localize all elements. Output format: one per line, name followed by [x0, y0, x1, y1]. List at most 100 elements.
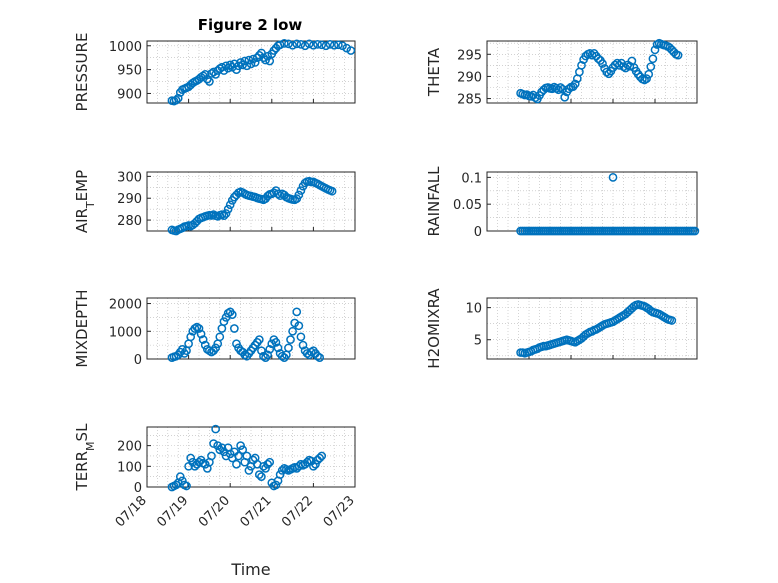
data-point: [217, 443, 227, 453]
data-point: [644, 69, 654, 79]
data-point: [313, 39, 322, 49]
data-point: [271, 480, 281, 490]
data-point: [612, 58, 622, 68]
y-tick-label: 300: [117, 170, 142, 185]
data-point: [215, 332, 225, 342]
y-tick-label: 0: [474, 225, 482, 240]
data-point: [227, 310, 237, 319]
y-axis-label: AIRTEMP: [73, 170, 97, 233]
y-axis-label: PRESSURE: [73, 33, 91, 112]
y-axis-label: RAINFALL: [425, 166, 443, 237]
data-point: [292, 307, 302, 317]
data-point: [275, 40, 285, 50]
data-point: [194, 324, 204, 333]
data-point: [273, 189, 283, 199]
data-point: [186, 332, 196, 342]
data-point: [188, 457, 198, 467]
y-tick-label: 1000: [109, 325, 142, 340]
data-point: [279, 39, 289, 48]
data-point: [232, 339, 241, 349]
data-point: [275, 470, 285, 479]
data-point: [173, 93, 183, 103]
data-point: [288, 326, 297, 336]
data-point: [271, 338, 281, 347]
data-point: [648, 54, 658, 64]
figure-title: Figure 2 low: [198, 16, 303, 34]
chart-panel-3: 280 290 300 AIRTEMP: [73, 170, 356, 236]
data-point: [304, 39, 314, 49]
data-point: [242, 451, 252, 461]
data-point: [265, 344, 275, 354]
chart-panel-5: 0 1000 2000 MIXDEPTH: [73, 289, 356, 368]
data-point: [570, 79, 580, 89]
data-point: [205, 77, 214, 86]
y-tick-label: 100: [117, 460, 142, 475]
data-point: [325, 39, 335, 49]
data-point: [242, 61, 252, 71]
data-point: [250, 58, 260, 67]
data-point: [309, 461, 318, 471]
chart-panel-4: 0 0.05 0.1 RAINFALL: [425, 166, 700, 240]
chart-panel-6: 5 10 H2OMIXRA: [425, 288, 698, 369]
data-point: [200, 70, 210, 79]
y-tick-label: 5: [474, 334, 482, 349]
data-point: [196, 329, 206, 339]
data-point: [200, 340, 210, 350]
data-point: [317, 451, 327, 461]
data-point: [346, 46, 356, 55]
data-point: [602, 67, 612, 77]
y-tick-label: 285: [457, 93, 482, 108]
data-point: [646, 62, 656, 72]
data-point: [236, 441, 245, 450]
data-point: [292, 39, 302, 49]
y-tick-label: 1000: [109, 40, 142, 55]
y-tick-label: 200: [117, 440, 142, 455]
data-point: [230, 324, 239, 333]
data-point: [178, 344, 187, 354]
data-point: [171, 95, 181, 105]
data-point: [178, 476, 187, 486]
axes-box: [146, 426, 356, 488]
data-point: [221, 209, 231, 218]
axes-box: [146, 297, 356, 360]
data-point: [296, 39, 306, 49]
data-point: [315, 353, 324, 362]
data-point: [225, 60, 235, 70]
data-point: [277, 466, 287, 475]
data-point: [564, 84, 574, 94]
data-point: [302, 457, 312, 467]
data-point: [207, 451, 216, 461]
y-tick-label: 0: [134, 481, 142, 496]
data-point: [261, 464, 270, 473]
data-point: [673, 50, 683, 60]
data-point: [556, 83, 565, 92]
data-point: [171, 480, 181, 490]
y-tick-label: 0.05: [453, 198, 482, 213]
data-point: [215, 445, 225, 455]
data-point: [257, 346, 266, 356]
data-point: [284, 39, 293, 49]
data-point: [273, 343, 283, 353]
data-point: [238, 445, 248, 455]
data-point: [667, 316, 677, 325]
data-point: [317, 40, 327, 50]
data-point: [587, 50, 597, 60]
data-point: [219, 211, 229, 221]
data-point: [209, 439, 218, 448]
y-tick-label: 10: [465, 302, 482, 317]
data-point: [234, 451, 243, 461]
y-axis-label: H2OMIXRA: [425, 288, 443, 369]
data-point: [200, 459, 210, 469]
data-point: [560, 92, 570, 102]
data-point: [286, 335, 295, 344]
data-point: [577, 61, 586, 70]
y-tick-label: 280: [117, 214, 142, 229]
data-point: [244, 466, 254, 475]
data-point: [246, 59, 256, 69]
chart-panel-2: 285 290 295 THETA: [425, 38, 698, 108]
data-point: [186, 453, 196, 463]
data-point: [593, 54, 603, 64]
data-point: [263, 350, 272, 360]
y-tick-label: 0: [134, 353, 142, 368]
y-tick-label: 295: [457, 48, 482, 63]
